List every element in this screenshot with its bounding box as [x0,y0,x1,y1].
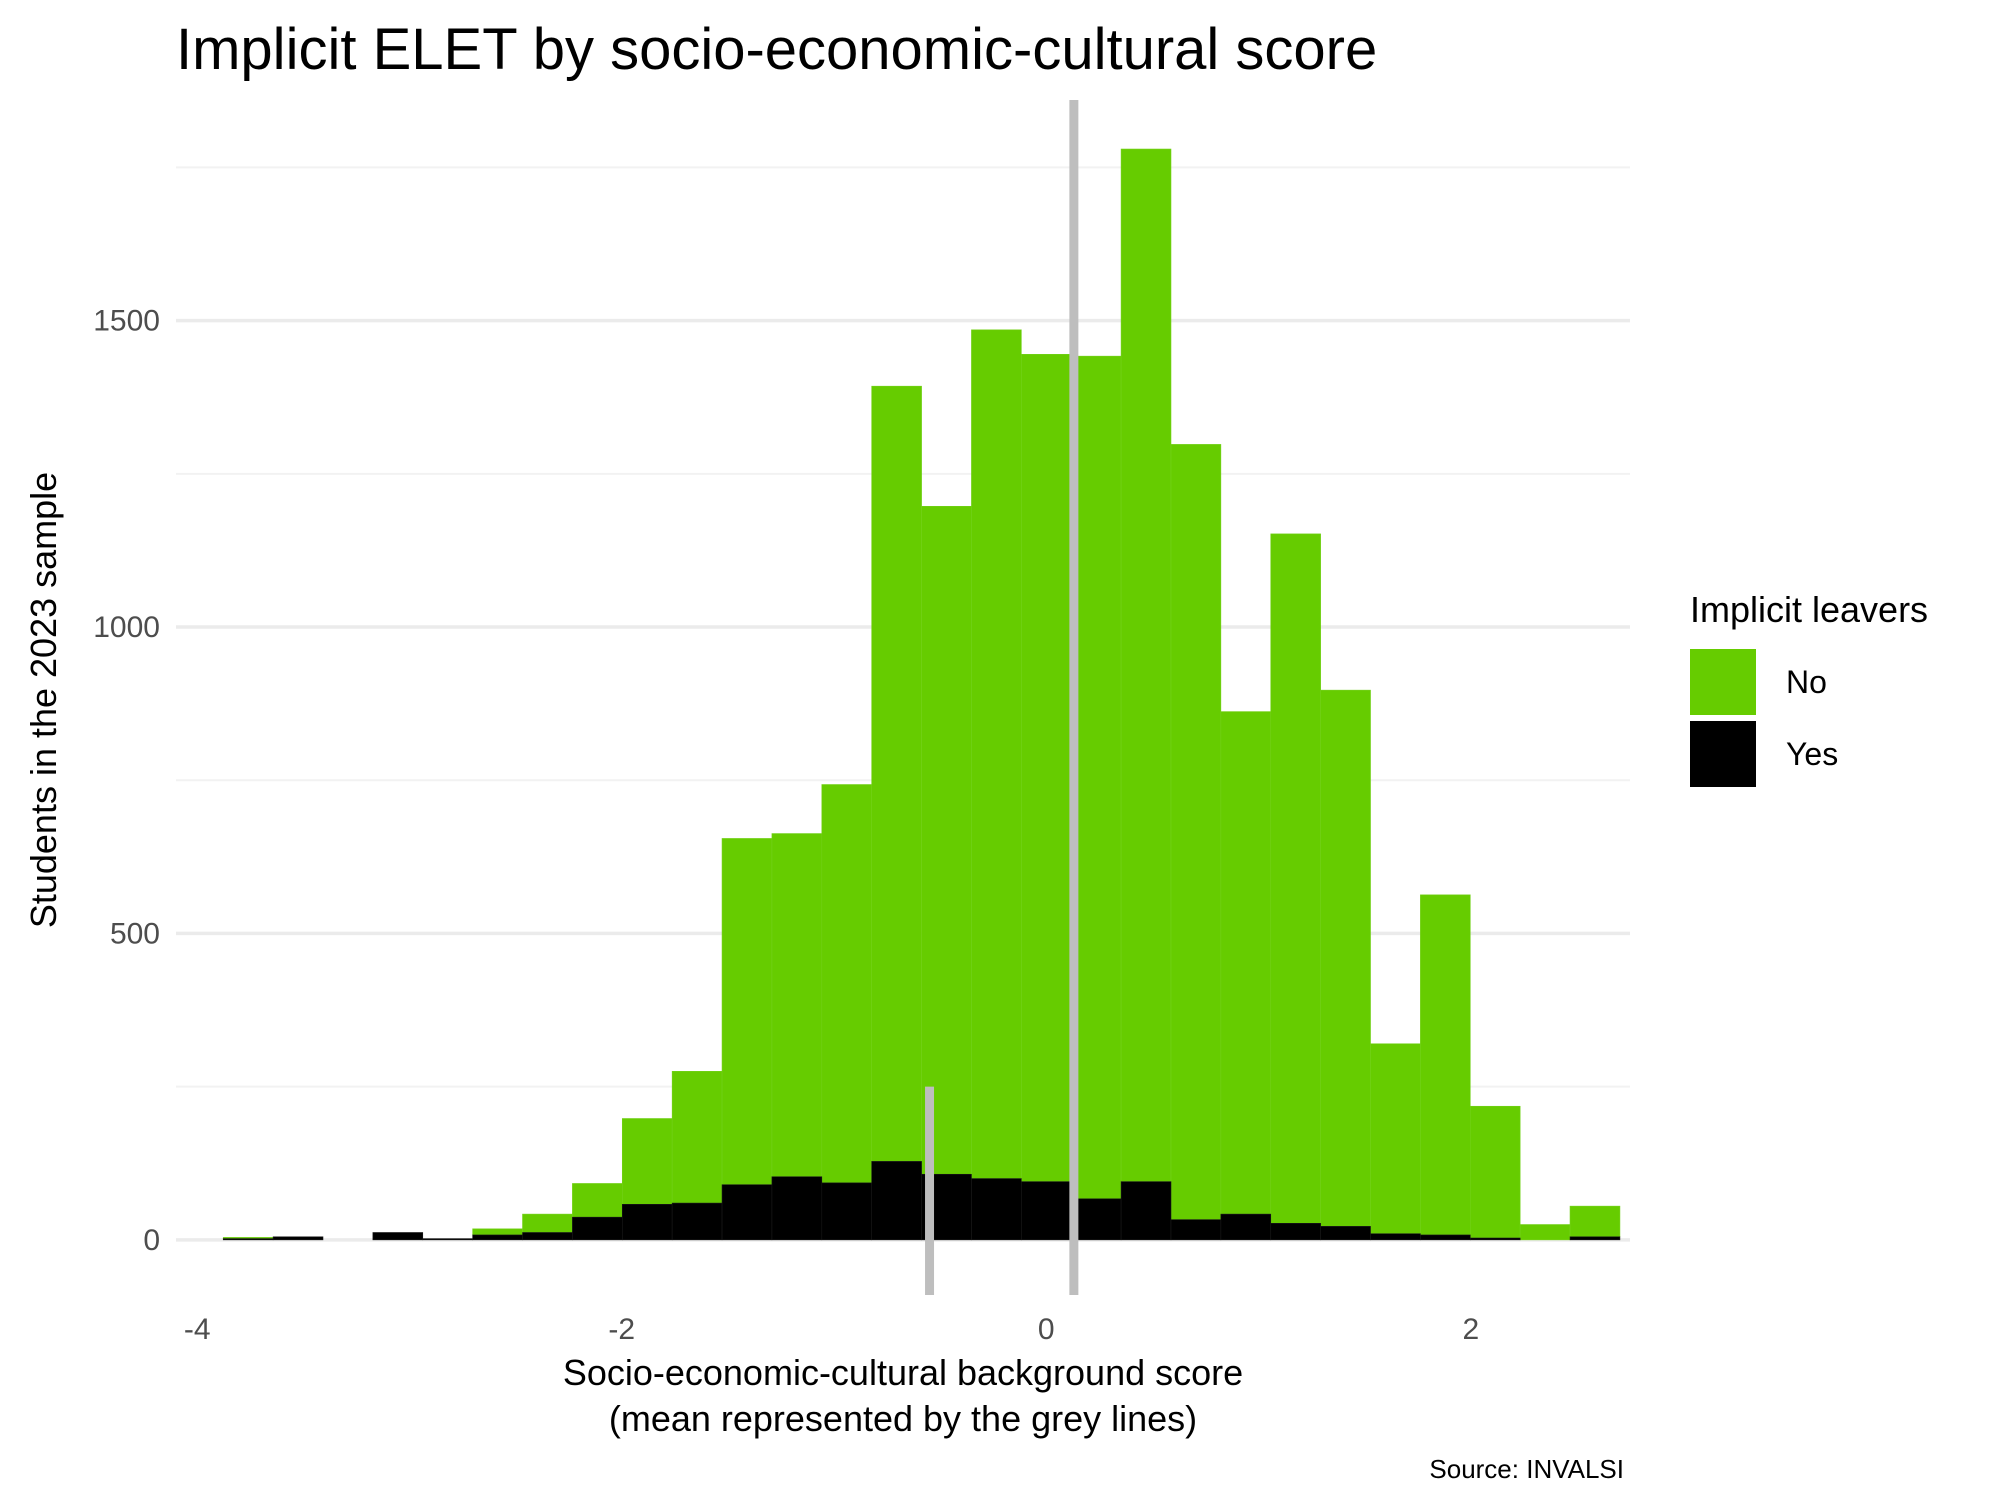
y-tick-label: 500 [110,917,160,950]
bar-yes [522,1232,573,1241]
legend-key-no [1690,649,1756,715]
bar-yes [272,1236,324,1241]
bar-yes [621,1204,673,1241]
bar-yes [971,1178,1022,1241]
bar-yes [871,1161,922,1241]
x-tick-label: 2 [1462,1313,1479,1346]
series-yes-bars [222,1161,1621,1241]
bar-no [572,1183,623,1218]
bar-no [522,1213,573,1233]
bar-no [1420,894,1471,1236]
legend-item-no: No [1690,646,1928,718]
bar-yes [572,1216,623,1241]
bar-no [1170,444,1222,1220]
bar-no [1569,1205,1621,1238]
y-tick-label: 0 [143,1224,160,1257]
bar-no [1320,689,1371,1227]
bar-no [1270,533,1321,1224]
bar-yes [671,1202,723,1241]
legend-key-yes [1690,721,1756,787]
bar-no [821,784,872,1184]
legend: Implicit leavers No Yes [1690,588,1928,790]
y-tick-label: 1500 [93,305,160,338]
bar-no [871,385,922,1162]
bar-no [621,1118,673,1205]
bar-yes [1270,1223,1321,1241]
bar-yes [222,1238,274,1241]
bar-yes [821,1182,872,1241]
bar-yes [1370,1233,1421,1241]
bar-yes [372,1232,424,1241]
bar-no [721,838,773,1185]
bar-yes [1469,1237,1521,1241]
bar-yes [422,1238,473,1241]
bar-no [472,1228,523,1236]
x-axis-title: Socio-economic-cultural background score [563,1352,1243,1393]
bar-yes [1320,1226,1371,1241]
bar-no [1120,148,1172,1182]
bar-yes [1220,1213,1272,1241]
legend-title: Implicit leavers [1690,589,1929,630]
bar-no [671,1071,723,1204]
y-tick-label: 1000 [93,611,160,644]
x-tick-label: 0 [1038,1313,1055,1346]
bar-yes [1070,1198,1122,1241]
bar-yes [721,1184,773,1241]
x-tick-label: -4 [184,1313,211,1346]
bar-no [1370,1043,1421,1235]
bar-yes [1420,1234,1471,1241]
legend-label-no: No [1786,663,1827,700]
y-axis-ticks: 0 500 1000 1500 [93,305,160,1257]
x-tick-label: -2 [608,1313,635,1346]
bar-yes [1120,1181,1172,1241]
series-no-bars [222,148,1621,1241]
legend-label-yes: Yes [1786,735,1839,772]
bar-yes [1170,1219,1222,1241]
bar-yes [1021,1181,1072,1241]
bar-no [1469,1105,1521,1239]
bar-yes [771,1176,823,1241]
bar-no [921,505,972,1175]
bar-yes [472,1234,523,1241]
mean-lines [925,100,1079,1295]
legend-item-yes: Yes [1690,718,1928,790]
bar-yes [1569,1236,1621,1241]
y-axis-title: Students in the 2023 sample [23,472,64,928]
bar-no [1070,355,1122,1200]
bar-no [1220,711,1272,1215]
bar-no [971,329,1022,1179]
bar-no [771,833,823,1178]
chart-title: Implicit ELET by socio-economic-cultural… [176,17,1378,82]
source-caption: Source: INVALSI [1429,1454,1624,1484]
x-axis-subtitle: (mean represented by the grey lines) [609,1398,1197,1439]
x-axis-ticks: -4 -2 0 2 [184,1313,1479,1346]
bar-no [1021,354,1072,1182]
bar-no [1519,1224,1571,1241]
